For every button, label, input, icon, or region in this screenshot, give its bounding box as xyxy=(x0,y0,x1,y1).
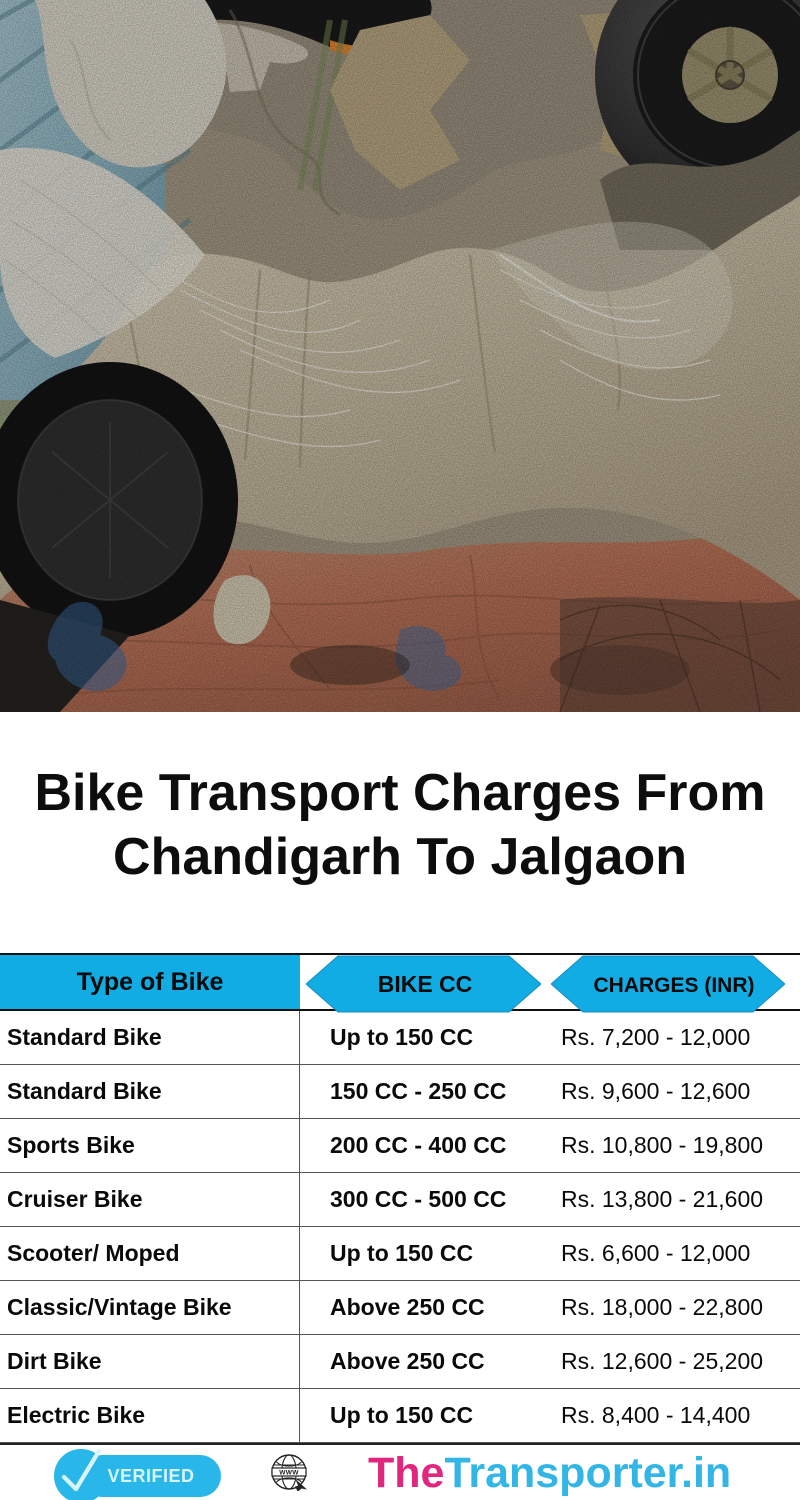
svg-text:VERIFIED: VERIFIED xyxy=(107,1466,194,1486)
svg-text:CHARGES (INR): CHARGES (INR) xyxy=(594,974,755,997)
svg-text:BIKE CC: BIKE CC xyxy=(378,971,473,997)
svg-text:WWW: WWW xyxy=(279,1469,299,1476)
